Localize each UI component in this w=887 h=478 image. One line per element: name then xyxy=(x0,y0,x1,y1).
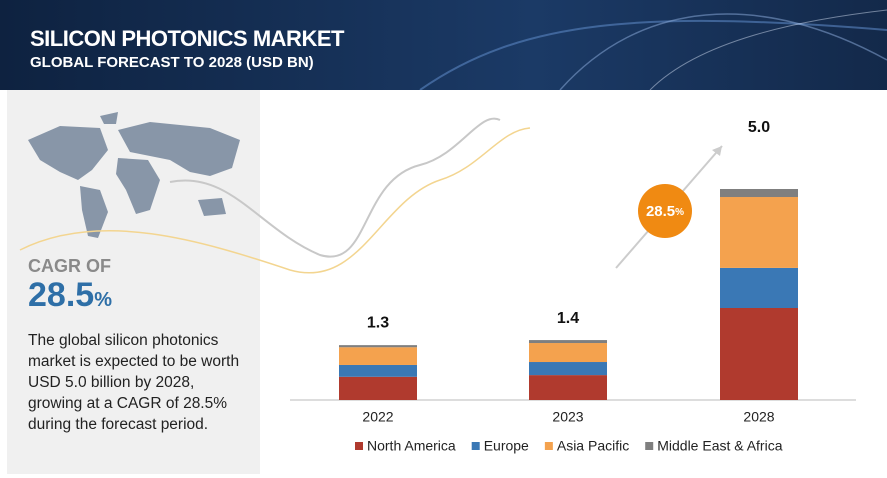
header-decor xyxy=(419,9,887,90)
legend-label: Europe xyxy=(484,438,529,454)
legend-swatch xyxy=(471,442,480,450)
legend-label: Asia Pacific xyxy=(557,438,629,454)
map-land xyxy=(100,112,118,124)
bar-segment xyxy=(529,343,607,363)
cagr: 28.5% xyxy=(28,276,112,315)
header: SILICON PHOTONICS MARKET GLOBAL FORECAST… xyxy=(0,0,887,90)
bar-segment xyxy=(339,376,417,400)
map-land xyxy=(198,198,226,216)
x-tick-label: 2022 xyxy=(362,409,393,425)
decor-curve xyxy=(169,117,501,258)
total-label: 1.4 xyxy=(557,310,579,327)
bar-segment xyxy=(720,267,798,309)
bar-segment xyxy=(339,347,417,365)
cagr-bubble-text: 28.5% xyxy=(646,203,684,220)
bar-segment xyxy=(529,340,607,344)
bar-segment xyxy=(339,345,417,348)
legend-swatch xyxy=(355,442,363,450)
decor-curve xyxy=(19,127,531,274)
cagr-label: CAGR OF xyxy=(28,256,111,276)
subtitle: GLOBAL FORECAST TO 2028 (USD BN) xyxy=(30,54,314,71)
map-land xyxy=(80,186,108,238)
decor-curve xyxy=(419,19,887,90)
legend-label: Middle East & Africa xyxy=(657,438,782,454)
legend-label: North America xyxy=(367,438,456,454)
title: SILICON PHOTONICS MARKET xyxy=(30,26,344,51)
cagr-bubble-value: 28.5 xyxy=(646,203,675,220)
bar-segment xyxy=(720,189,798,198)
map-land xyxy=(118,122,240,176)
cagr-bubble-unit: % xyxy=(675,207,684,218)
cagr-value: 28.5 xyxy=(28,276,95,314)
bar-segment xyxy=(720,308,798,400)
bar-segment xyxy=(529,362,607,376)
total-label: 5.0 xyxy=(748,119,770,136)
cagr-bubble xyxy=(638,184,692,238)
decor-curve xyxy=(559,13,887,90)
bar-segment xyxy=(339,364,417,377)
legend-swatch xyxy=(544,442,553,450)
arrow-head xyxy=(712,146,722,156)
legend-swatch xyxy=(645,442,654,450)
cagr-unit: % xyxy=(94,289,112,311)
description: The global silicon photonics market is e… xyxy=(28,332,240,433)
x-tick-label: 2023 xyxy=(552,409,583,425)
map-land xyxy=(28,126,108,180)
map-land xyxy=(116,158,160,214)
bar-segment xyxy=(720,197,798,268)
bar-segment xyxy=(529,375,607,400)
world-map xyxy=(28,112,240,238)
decor-curve xyxy=(649,9,887,90)
x-tick-label: 2028 xyxy=(743,409,774,425)
total-label: 1.3 xyxy=(367,314,389,331)
